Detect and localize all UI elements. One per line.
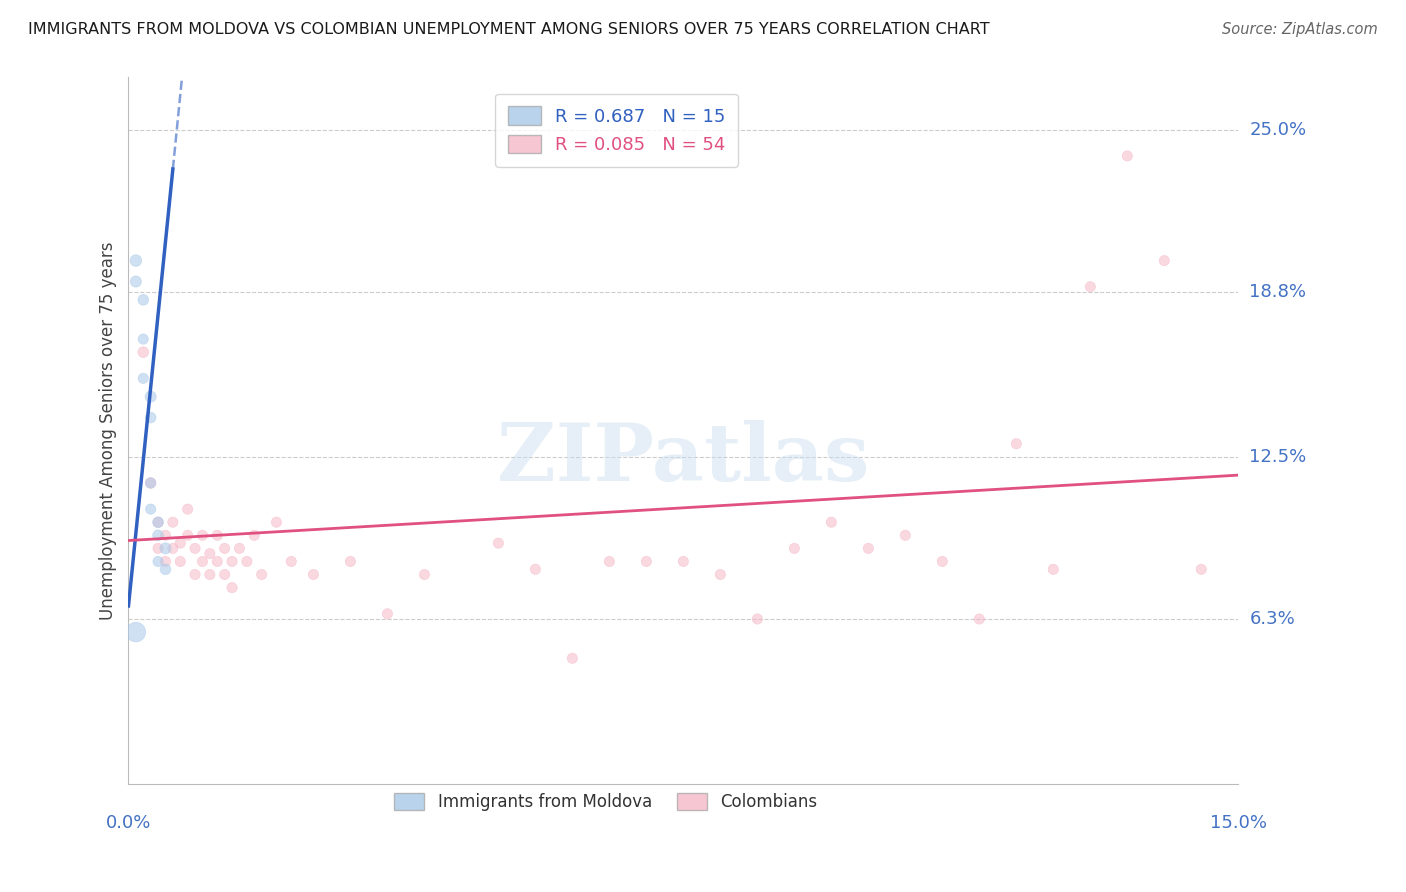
Point	[1042, 562, 1064, 576]
Point	[672, 554, 695, 568]
Point	[1116, 149, 1139, 163]
Point	[125, 275, 148, 289]
Legend: Immigrants from Moldova, Colombians: Immigrants from Moldova, Colombians	[388, 787, 824, 818]
Point	[524, 562, 547, 576]
Point	[858, 541, 880, 556]
Point	[636, 554, 658, 568]
Point	[221, 554, 243, 568]
Point	[214, 567, 236, 582]
Point	[280, 554, 302, 568]
Point	[198, 547, 221, 561]
Point	[169, 536, 191, 550]
Text: 12.5%: 12.5%	[1250, 448, 1306, 466]
Point	[747, 612, 769, 626]
Point	[1005, 436, 1028, 450]
Point	[1078, 279, 1101, 293]
Point	[207, 528, 229, 542]
Point	[184, 541, 207, 556]
Point	[221, 581, 243, 595]
Point	[155, 528, 177, 542]
Point	[250, 567, 273, 582]
Text: Source: ZipAtlas.com: Source: ZipAtlas.com	[1222, 22, 1378, 37]
Point	[155, 554, 177, 568]
Point	[377, 607, 399, 621]
Point	[413, 567, 436, 582]
Point	[783, 541, 806, 556]
Point	[191, 554, 214, 568]
Text: 25.0%: 25.0%	[1250, 120, 1306, 139]
Point	[146, 528, 169, 542]
Point	[561, 651, 583, 665]
Point	[1153, 253, 1175, 268]
Point	[207, 554, 229, 568]
Point	[155, 541, 177, 556]
Point	[139, 502, 162, 516]
Point	[132, 332, 155, 346]
Point	[176, 502, 198, 516]
Point	[132, 371, 155, 385]
Point	[236, 554, 259, 568]
Point	[125, 625, 148, 640]
Text: 15.0%: 15.0%	[1209, 814, 1267, 832]
Point	[228, 541, 250, 556]
Text: 18.8%: 18.8%	[1250, 283, 1306, 301]
Point	[162, 541, 184, 556]
Point	[139, 410, 162, 425]
Point	[146, 554, 169, 568]
Text: 0.0%: 0.0%	[105, 814, 152, 832]
Point	[139, 475, 162, 490]
Point	[132, 293, 155, 307]
Point	[486, 536, 509, 550]
Point	[139, 390, 162, 404]
Text: ZIPatlas: ZIPatlas	[498, 420, 869, 498]
Point	[931, 554, 953, 568]
Point	[169, 554, 191, 568]
Point	[184, 567, 207, 582]
Point	[191, 528, 214, 542]
Point	[125, 253, 148, 268]
Point	[598, 554, 620, 568]
Point	[1189, 562, 1212, 576]
Point	[243, 528, 266, 542]
Y-axis label: Unemployment Among Seniors over 75 years: Unemployment Among Seniors over 75 years	[100, 242, 117, 620]
Point	[146, 515, 169, 529]
Point	[969, 612, 991, 626]
Point	[146, 515, 169, 529]
Point	[176, 528, 198, 542]
Point	[162, 515, 184, 529]
Point	[132, 345, 155, 359]
Text: 6.3%: 6.3%	[1250, 610, 1295, 628]
Point	[146, 541, 169, 556]
Point	[339, 554, 361, 568]
Point	[198, 567, 221, 582]
Point	[139, 475, 162, 490]
Point	[214, 541, 236, 556]
Point	[894, 528, 917, 542]
Point	[820, 515, 842, 529]
Point	[302, 567, 325, 582]
Point	[266, 515, 288, 529]
Text: IMMIGRANTS FROM MOLDOVA VS COLOMBIAN UNEMPLOYMENT AMONG SENIORS OVER 75 YEARS CO: IMMIGRANTS FROM MOLDOVA VS COLOMBIAN UNE…	[28, 22, 990, 37]
Point	[155, 562, 177, 576]
Point	[709, 567, 731, 582]
